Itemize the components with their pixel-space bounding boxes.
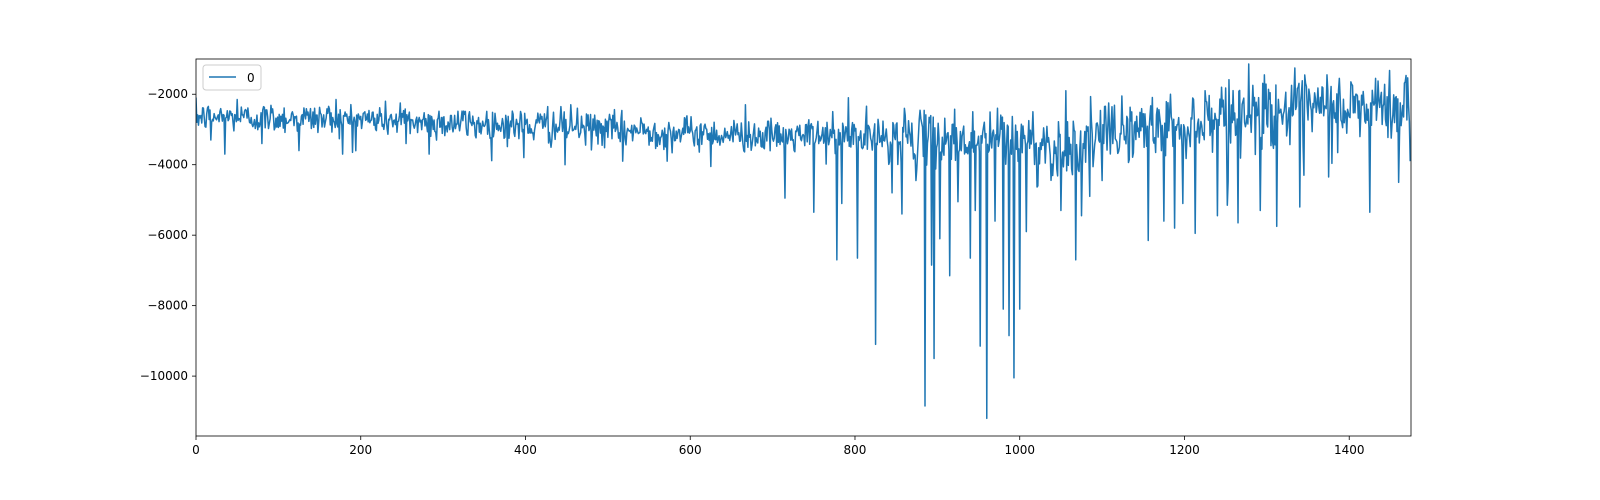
plot-area bbox=[196, 63, 1411, 420]
legend-label: 0 bbox=[247, 71, 255, 85]
y-tick-label: −8000 bbox=[147, 299, 188, 313]
x-tick-label: 800 bbox=[844, 443, 867, 457]
y-tick-label: −10000 bbox=[140, 369, 188, 383]
y-tick-label: −2000 bbox=[147, 87, 188, 101]
x-tick-label: 1000 bbox=[1004, 443, 1035, 457]
x-tick-label: 1400 bbox=[1334, 443, 1365, 457]
y-tick-label: −6000 bbox=[147, 228, 188, 242]
x-tick-label: 1200 bbox=[1169, 443, 1200, 457]
x-tick-label: 0 bbox=[192, 443, 200, 457]
x-tick-label: 600 bbox=[679, 443, 702, 457]
axes: 0 200 400 600 800 1000 1200 1400 −2000 −4000 −6000… bbox=[140, 58, 1412, 457]
x-tick-label: 200 bbox=[349, 443, 372, 457]
series-line-0 bbox=[196, 63, 1411, 420]
x-tick-label: 400 bbox=[514, 443, 537, 457]
legend: 0 bbox=[202, 64, 262, 91]
axes-frame bbox=[195, 58, 1412, 437]
y-tick-label: −4000 bbox=[147, 158, 188, 172]
